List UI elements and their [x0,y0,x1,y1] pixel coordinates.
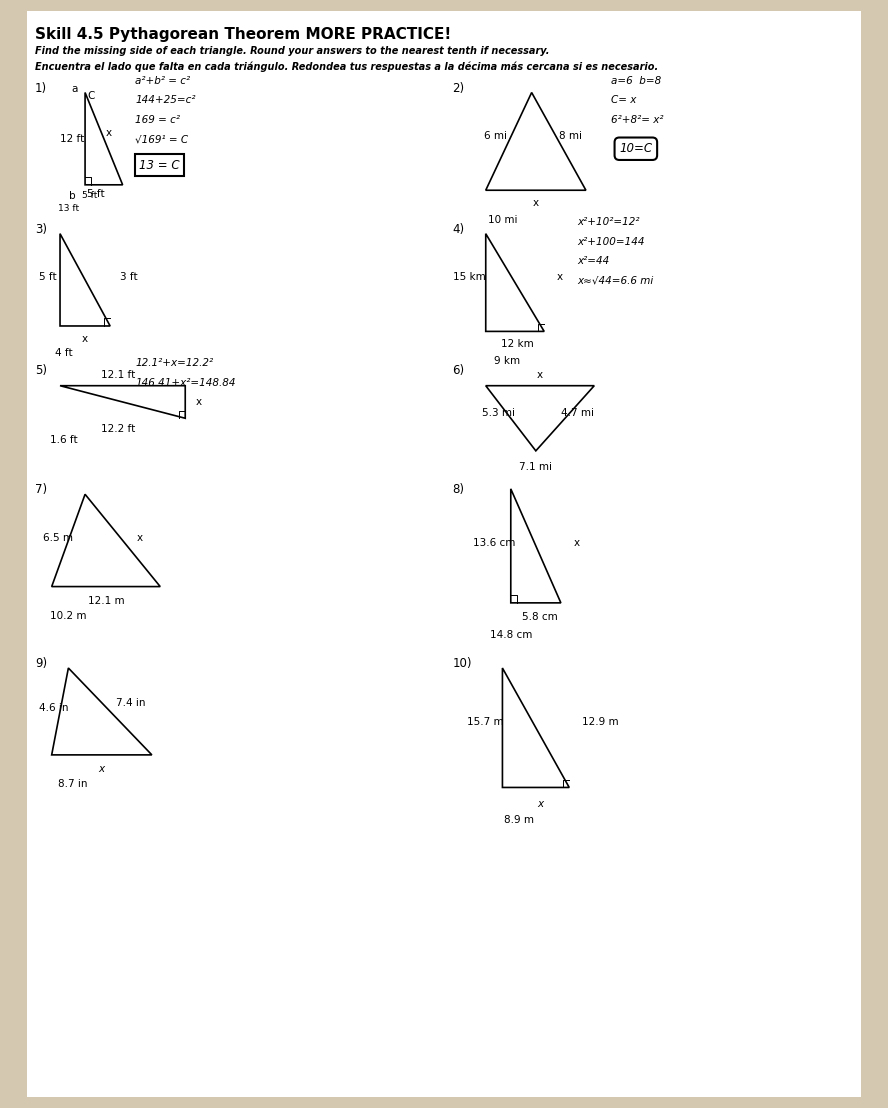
Text: 4.6 in: 4.6 in [38,704,68,714]
Text: 5 ft: 5 ft [82,192,97,201]
Text: x²+100=144: x²+100=144 [577,236,645,247]
Text: 146.41+x²=148.84: 146.41+x²=148.84 [135,378,235,388]
Text: x: x [106,127,112,137]
Text: 12 ft: 12 ft [60,134,84,144]
Text: b: b [69,191,75,201]
Text: x: x [533,198,539,208]
Text: 1): 1) [35,82,47,94]
Text: 8 mi: 8 mi [559,131,583,141]
Text: 5): 5) [35,363,47,377]
Text: x²=44: x²=44 [577,256,610,266]
Text: 6²+8²= x²: 6²+8²= x² [611,115,663,125]
Text: 8): 8) [452,483,464,496]
Text: x≈√44=6.6 mi: x≈√44=6.6 mi [577,276,654,286]
Text: 15 km: 15 km [453,273,486,283]
Text: 13 = C: 13 = C [139,158,180,172]
Text: 9 km: 9 km [494,356,519,366]
Text: 15.7 m: 15.7 m [467,717,504,727]
Text: x: x [195,397,202,407]
Text: 1.6 ft: 1.6 ft [51,435,78,445]
Text: 12.1²+x=12.2²: 12.1²+x=12.2² [135,358,213,368]
Text: a=6  b=8: a=6 b=8 [611,75,662,85]
Text: x: x [574,538,580,548]
Text: 13.6 cm: 13.6 cm [473,538,515,548]
Text: 4): 4) [452,223,464,236]
Text: C= x: C= x [611,95,637,105]
Text: Skill 4.5 Pythagorean Theorem MORE PRACTICE!: Skill 4.5 Pythagorean Theorem MORE PRACT… [35,28,451,42]
Text: 12.1 ft: 12.1 ft [101,370,136,380]
Text: a: a [72,84,78,94]
Text: 5.3 mi: 5.3 mi [482,408,515,418]
Text: Find the missing side of each triangle. Round your answers to the nearest tenth : Find the missing side of each triangle. … [35,45,550,55]
Text: 5.8 cm: 5.8 cm [522,612,558,622]
Text: a²+b² = c²: a²+b² = c² [135,75,190,85]
Text: Encuentra el lado que falta en cada triángulo. Redondea tus respuestas a la déci: Encuentra el lado que falta en cada triá… [35,61,658,72]
Text: x: x [557,273,563,283]
Text: 10 mi: 10 mi [488,215,517,225]
Text: 12.1 m: 12.1 m [88,596,124,606]
Text: 12.9 m: 12.9 m [582,717,618,727]
Text: 10.2 m: 10.2 m [50,611,87,620]
Text: 3 ft: 3 ft [120,273,138,283]
Text: 13 ft: 13 ft [58,204,79,213]
Text: x: x [537,370,543,380]
Text: 14.8 cm: 14.8 cm [489,630,532,640]
Text: 169 = c²: 169 = c² [135,115,180,125]
Text: 7.4 in: 7.4 in [116,698,146,708]
Text: 7.1 mi: 7.1 mi [519,462,552,472]
Text: 4 ft: 4 ft [55,348,73,358]
Text: 2): 2) [452,82,464,94]
Text: 8.7 in: 8.7 in [58,779,87,789]
Text: 10): 10) [452,657,472,670]
Text: √169¹ = C: √169¹ = C [135,134,188,144]
Text: C: C [88,91,95,101]
Text: 12 km: 12 km [501,339,534,349]
Text: 5 ft: 5 ft [39,273,56,283]
Text: 3): 3) [35,223,47,236]
Text: x: x [82,334,88,343]
Text: 6 mi: 6 mi [484,131,507,141]
Text: 10=C: 10=C [619,142,653,155]
Text: 6.5 m: 6.5 m [44,533,74,543]
Text: 144+25=c²: 144+25=c² [135,95,195,105]
Text: 12.2 ft: 12.2 ft [101,424,136,434]
Text: x: x [136,533,142,543]
Text: 9): 9) [35,657,47,670]
Text: 5 ft: 5 ft [87,188,105,198]
Text: 8.9 m: 8.9 m [504,815,534,825]
FancyBboxPatch shape [27,11,861,1097]
Text: x: x [537,799,543,809]
Text: x: x [99,765,105,774]
Text: 6): 6) [452,363,464,377]
Text: 4.7 mi: 4.7 mi [561,408,594,418]
Text: 7): 7) [35,483,47,496]
Text: x²+10²=12²: x²+10²=12² [577,217,640,227]
